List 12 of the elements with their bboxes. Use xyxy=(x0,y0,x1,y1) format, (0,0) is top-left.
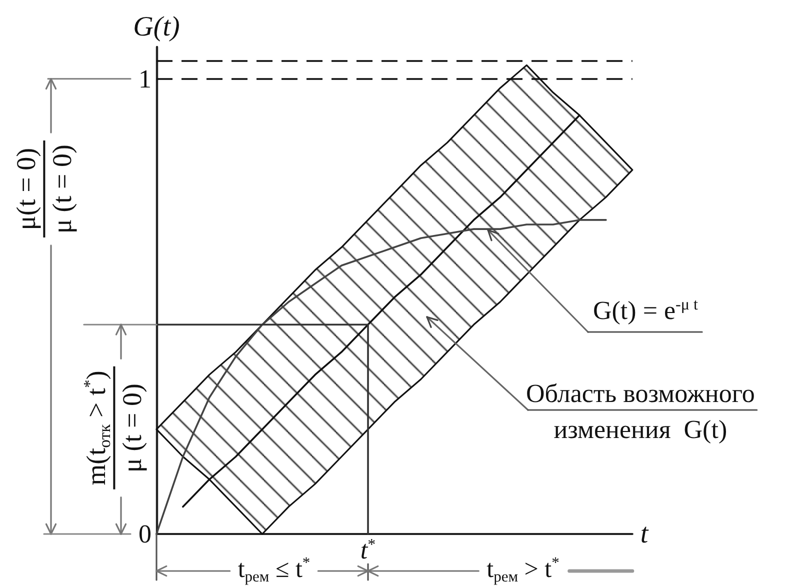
x-tick-label: t* xyxy=(360,536,376,564)
y-tick-label: 0 xyxy=(138,520,152,548)
y-tick-label: 1 xyxy=(138,64,152,94)
text: μ(t = 0) xyxy=(10,146,42,232)
x-axis-title: t xyxy=(640,518,650,550)
text: t$_{рем}$ ≤ t$^{*}$ xyxy=(238,554,310,586)
text: μ (t = 0) xyxy=(116,382,148,474)
y-axis-title: G(t) xyxy=(133,12,180,42)
annotation: Область возможного изменения G(t) xyxy=(526,378,755,446)
text: μ (t = 0) xyxy=(46,144,78,236)
annotation: G(t) = e$^{-μ t}$ xyxy=(593,296,698,326)
text: t$_{рем}$ > t$^{*}$ xyxy=(486,554,560,586)
